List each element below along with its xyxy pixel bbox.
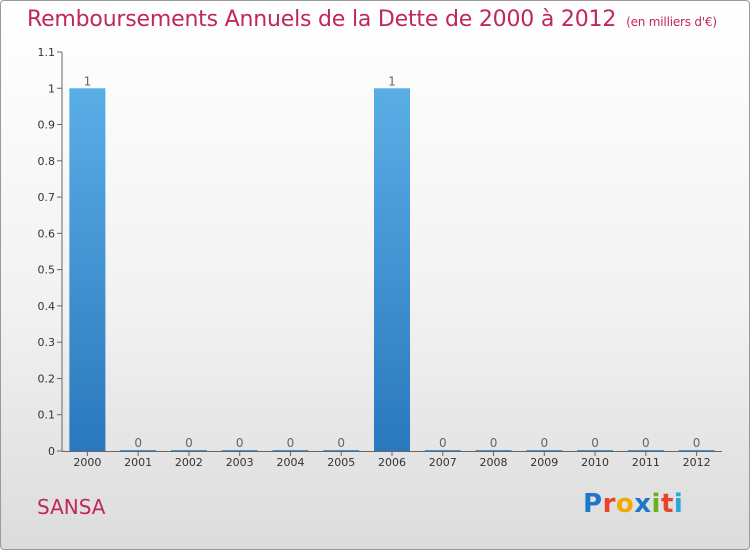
x-tick-label: 2003 <box>226 456 254 469</box>
bar-value-label: 0 <box>185 436 193 450</box>
bars: 1 0 0 0 0 0 1 0 0 0 0 0 0 <box>69 74 715 451</box>
x-tick-label: 2010 <box>581 456 609 469</box>
y-tick-label: 0.4 <box>38 300 56 313</box>
y-tick-label: 0.2 <box>38 372 56 385</box>
bar-value-label: 1 <box>388 74 396 88</box>
logo-letter: t <box>660 489 674 519</box>
bar-value-label: 0 <box>591 436 599 450</box>
bar <box>120 450 157 451</box>
bar-value-label: 0 <box>540 436 548 450</box>
y-tick-label: 0.6 <box>38 227 56 240</box>
bar-value-label: 0 <box>287 436 295 450</box>
bar <box>627 450 664 451</box>
y-axis: 0 0.1 0.2 0.3 0.4 0.5 0.6 0.7 0.8 0.9 1 1.1 <box>38 46 63 458</box>
bar-value-label: 0 <box>337 436 345 450</box>
bar <box>526 450 563 451</box>
chart-unit: (en milliers d'€) <box>626 15 717 29</box>
x-tick-label: 2011 <box>632 456 660 469</box>
y-tick-label: 0.9 <box>38 119 56 132</box>
bar <box>678 450 715 451</box>
y-tick-label: 1.1 <box>38 46 56 59</box>
x-tick-label: 2005 <box>327 456 355 469</box>
x-tick-label: 2000 <box>73 456 101 469</box>
bar <box>69 88 106 451</box>
x-tick-label: 2004 <box>276 456 304 469</box>
chart-title-text: Remboursements Annuels de la Dette de 20… <box>27 7 617 32</box>
logo-letter: i <box>651 489 661 519</box>
x-tick-label: 2001 <box>124 456 152 469</box>
bar-value-label: 0 <box>490 436 498 450</box>
logo-letter: P <box>583 489 603 519</box>
bar-value-label: 1 <box>84 74 92 88</box>
x-axis: 2000 2001 2002 2003 2004 2005 2006 2007 2008 2009… <box>62 451 722 469</box>
x-tick-label: 2008 <box>480 456 508 469</box>
bar <box>323 450 360 451</box>
x-tick-label: 2006 <box>378 456 406 469</box>
bar <box>221 450 258 451</box>
x-tick-label: 2002 <box>175 456 203 469</box>
logo-letter: r <box>602 489 616 519</box>
bar-value-label: 0 <box>642 436 650 450</box>
bar <box>374 88 410 451</box>
bar <box>475 450 512 451</box>
logo-letter: o <box>615 489 635 519</box>
y-tick-label: 0 <box>48 445 55 458</box>
bar <box>272 450 309 451</box>
bar-value-label: 0 <box>439 436 447 450</box>
chart-title: Remboursements Annuels de la Dette de 20… <box>27 7 717 32</box>
commune-name: SANSA <box>37 495 106 519</box>
bar <box>577 450 614 451</box>
x-tick-label: 2012 <box>683 456 711 469</box>
bar-value-label: 0 <box>693 436 701 450</box>
logo-letter: x <box>634 489 652 519</box>
proxiti-logo: Proxiti <box>583 489 683 519</box>
y-tick-label: 0.3 <box>38 336 56 349</box>
bar <box>424 450 461 451</box>
bar <box>170 450 207 451</box>
x-tick-label: 2009 <box>530 456 558 469</box>
bar-value-label: 0 <box>236 436 244 450</box>
y-tick-label: 0.7 <box>38 191 56 204</box>
x-tick-label: 2007 <box>429 456 457 469</box>
y-tick-label: 0.1 <box>38 409 56 422</box>
logo-letter: i <box>673 489 684 519</box>
y-tick-label: 0.5 <box>38 264 56 277</box>
y-tick-label: 1 <box>48 82 55 95</box>
bar-value-label: 0 <box>134 436 142 450</box>
y-tick-label: 0.8 <box>38 155 56 168</box>
